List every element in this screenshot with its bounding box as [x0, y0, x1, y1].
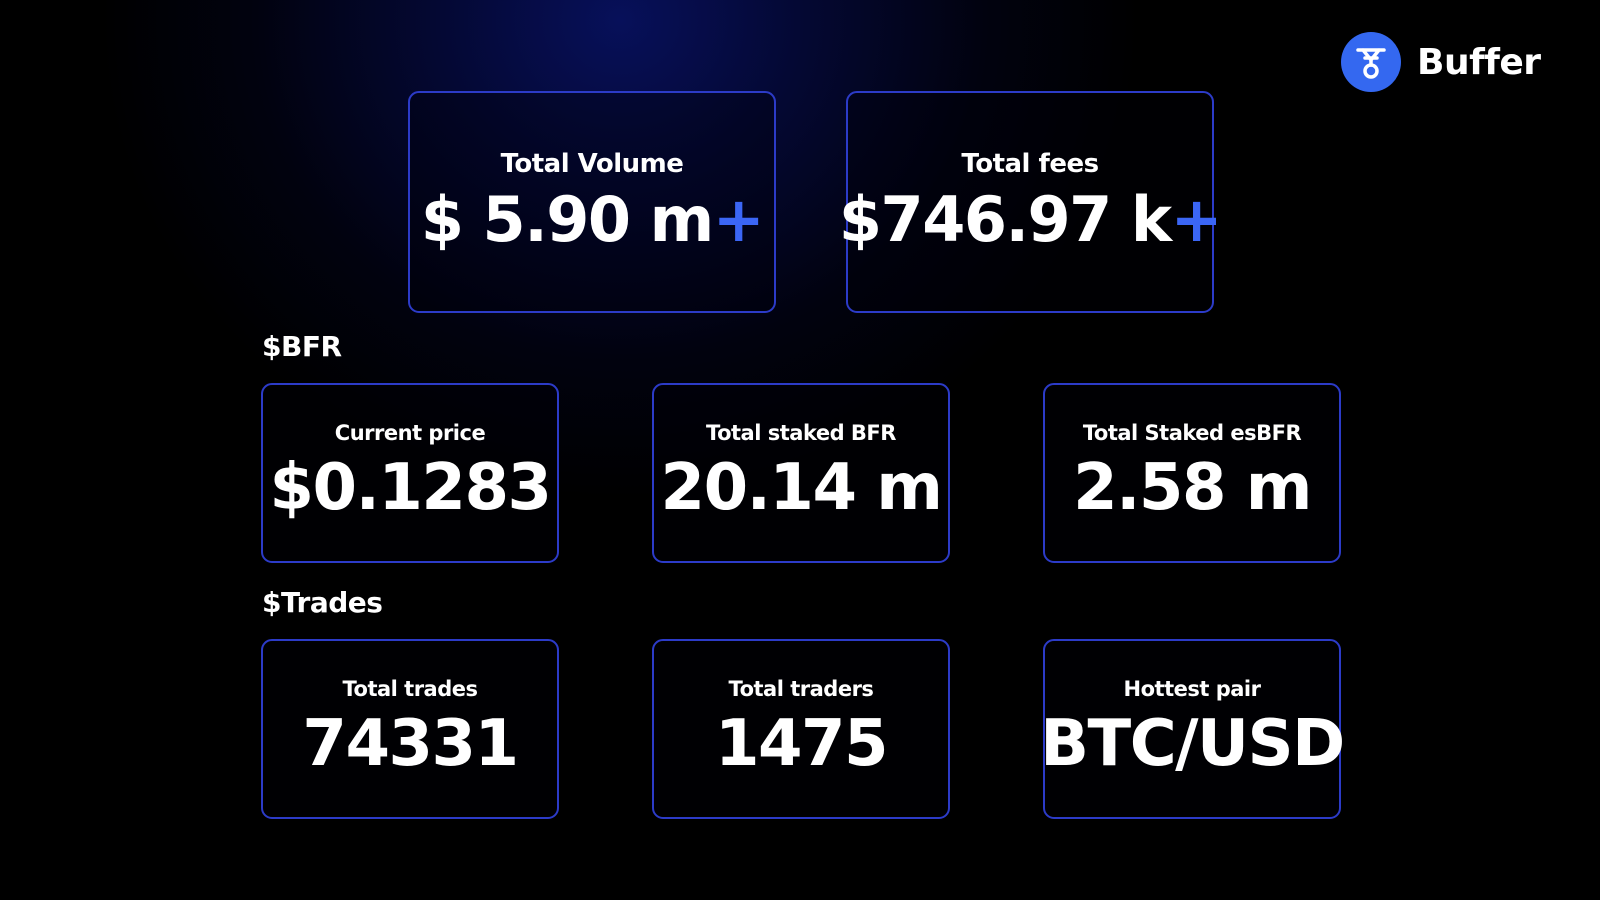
stat-value: $0.1283 — [269, 451, 553, 525]
stat-value-row: $ 5.90 m+ — [420, 182, 765, 256]
stat-label: Current price — [334, 421, 486, 445]
section-title: $BFR — [262, 330, 342, 363]
section-title: $Trades — [262, 586, 383, 619]
stat-label: Total trades — [342, 677, 478, 701]
stat-value-row: 20.14 m — [660, 451, 943, 525]
stat-label: Hottest pair — [1123, 677, 1261, 701]
stat-value: BTC/USD — [1040, 707, 1345, 781]
stat-label: Total staked BFR — [706, 421, 896, 445]
stat-card: Total traders 1475 — [652, 639, 950, 819]
stat-card: Total Staked esBFR 2.58 m — [1043, 383, 1341, 563]
logo-icon — [1341, 32, 1401, 92]
stat-value-row: 74331 — [302, 707, 519, 781]
stat-value: $ 5.90 m — [420, 182, 714, 256]
stat-card: Hottest pair BTC/USD — [1040, 639, 1345, 819]
stat-card: Total Volume $ 5.90 m+ — [408, 91, 776, 313]
stat-label: Total fees — [961, 148, 1099, 179]
stat-label: Total Staked esBFR — [1082, 421, 1302, 445]
stat-label: Total Volume — [500, 148, 684, 179]
logo: Buffer — [1341, 32, 1541, 92]
stat-value-row: 2.58 m — [1073, 451, 1312, 525]
stat-card: Current price $0.1283 — [261, 383, 559, 563]
stat-card: Total staked BFR 20.14 m — [652, 383, 950, 563]
stat-value: 20.14 m — [660, 451, 943, 525]
stat-value-row: 1475 — [714, 707, 889, 781]
stat-suffix: + — [1170, 182, 1223, 256]
logo-name: Buffer — [1417, 41, 1541, 83]
stat-value: $746.97 k — [838, 182, 1172, 256]
stat-value: 1475 — [714, 707, 889, 781]
stat-value: 2.58 m — [1073, 451, 1312, 525]
stat-value-row: $746.97 k+ — [838, 182, 1223, 256]
stat-value-row: $0.1283 — [269, 451, 553, 525]
stat-suffix: + — [712, 182, 765, 256]
stat-card: Total fees $746.97 k+ — [839, 91, 1223, 313]
stat-value-row: BTC/USD — [1040, 707, 1345, 781]
stat-label: Total traders — [728, 677, 874, 701]
stat-value: 74331 — [302, 707, 519, 781]
stat-card: Total trades 74331 — [261, 639, 559, 819]
